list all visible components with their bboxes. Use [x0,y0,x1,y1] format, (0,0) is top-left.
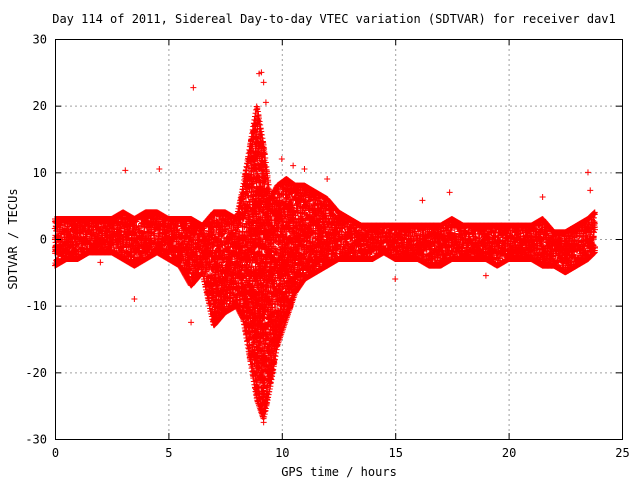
chart-title: Day 114 of 2011, Sidereal Day-to-day VTE… [52,12,616,26]
data-point [60,222,67,229]
data-points [51,69,598,426]
data-point [110,223,117,230]
data-point [94,243,101,250]
data-point [83,234,90,241]
data-point [106,228,113,235]
